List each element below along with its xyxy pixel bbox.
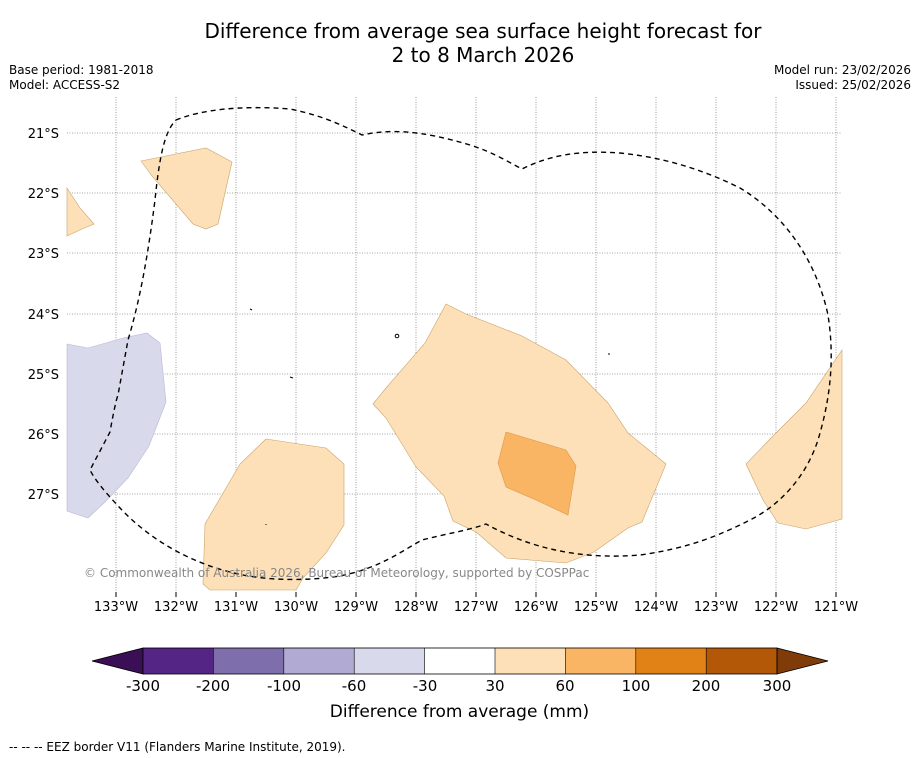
- colorbar-swatch: [354, 648, 425, 674]
- positive-anomaly-region: [66, 186, 95, 237]
- lat-label: 21°S: [28, 127, 59, 142]
- colorbar-swatch: [706, 648, 777, 674]
- lat-labels: 21°S 22°S 23°S 24°S 25°S 26°S 27°S: [28, 127, 59, 503]
- colorbar-tick: 200: [691, 677, 721, 695]
- eez-footnote: -- -- -- EEZ border V11 (Flanders Marine…: [9, 740, 346, 754]
- lon-label: 133°W: [94, 600, 138, 615]
- lon-label: 132°W: [154, 600, 198, 615]
- island-marks: [249, 308, 610, 525]
- lon-ticks: [115, 592, 837, 597]
- title-line-2: 2 to 8 March 2026: [391, 43, 575, 67]
- lat-label: 22°S: [28, 187, 59, 202]
- lon-label: 129°W: [334, 600, 378, 615]
- colorbar-tick: -30: [412, 677, 438, 695]
- anomaly-fills: [66, 147, 843, 591]
- lon-label: 122°W: [754, 600, 798, 615]
- colorbar-tick: -100: [266, 677, 302, 695]
- colorbar-swatch: [213, 648, 284, 674]
- positive-anomaly-region: [140, 147, 233, 230]
- lat-label: 24°S: [28, 308, 59, 323]
- copyright-text: © Commonwealth of Australia 2026, Bureau…: [84, 566, 589, 580]
- lat-label: 27°S: [28, 488, 59, 503]
- colorbar-swatch: [495, 648, 566, 674]
- colorbar-tick: 100: [621, 677, 651, 695]
- lon-label: 127°W: [454, 600, 498, 615]
- colorbar-swatch: [565, 648, 636, 674]
- colorbar-tick: -200: [195, 677, 231, 695]
- lon-label: 130°W: [274, 600, 318, 615]
- metadata-right: Model run: 23/02/2026 Issued: 25/02/2026: [774, 63, 911, 93]
- lon-label: 126°W: [514, 600, 558, 615]
- strong-positive-anomaly-region: [497, 431, 577, 516]
- lat-label: 26°S: [28, 428, 59, 443]
- lat-label: 23°S: [28, 247, 59, 262]
- eez-border: [89, 106, 832, 581]
- colorbar-tick: 300: [762, 677, 792, 695]
- colorbar-tick: -60: [341, 677, 367, 695]
- model-name: Model: ACCESS-S2: [9, 78, 121, 92]
- metadata-left: Base period: 1981-2018 Model: ACCESS-S2: [9, 63, 154, 93]
- lon-labels: 133°W 132°W 131°W 130°W 129°W 128°W 127°…: [94, 600, 858, 615]
- colorbar-min-arrow: [91, 647, 144, 675]
- positive-anomaly-region: [202, 438, 345, 591]
- lon-label: 125°W: [574, 600, 618, 615]
- issued-date: Issued: 25/02/2026: [795, 78, 911, 92]
- positive-anomaly-region: [745, 349, 843, 530]
- colorbar-swatch: [283, 648, 355, 674]
- lon-label: 124°W: [634, 600, 678, 615]
- colorbar-tick: 60: [555, 677, 575, 695]
- lon-label: 128°W: [394, 600, 438, 615]
- colorbar-swatch: [635, 648, 707, 674]
- lat-label: 25°S: [28, 368, 59, 383]
- chart-title: Difference from average sea surface heig…: [0, 19, 919, 67]
- model-run: Model run: 23/02/2026: [773, 63, 911, 77]
- base-period: Base period: 1981-2018: [9, 63, 154, 77]
- colorbar: [91, 647, 829, 675]
- lon-label: 123°W: [694, 600, 738, 615]
- colorbar-swatch: [143, 648, 214, 674]
- lon-label: 131°W: [214, 600, 258, 615]
- positive-anomaly-region: [372, 303, 667, 564]
- colorbar-max-arrow: [776, 647, 829, 675]
- colorbar-title: Difference from average (mm): [329, 702, 590, 722]
- colorbar-tick: 30: [485, 677, 505, 695]
- title-line-1: Difference from average sea surface heig…: [204, 19, 762, 43]
- colorbar-tick: -300: [125, 677, 161, 695]
- negative-anomaly-region: [66, 332, 167, 519]
- lon-label: 121°W: [814, 600, 858, 615]
- colorbar-swatch: [424, 648, 495, 674]
